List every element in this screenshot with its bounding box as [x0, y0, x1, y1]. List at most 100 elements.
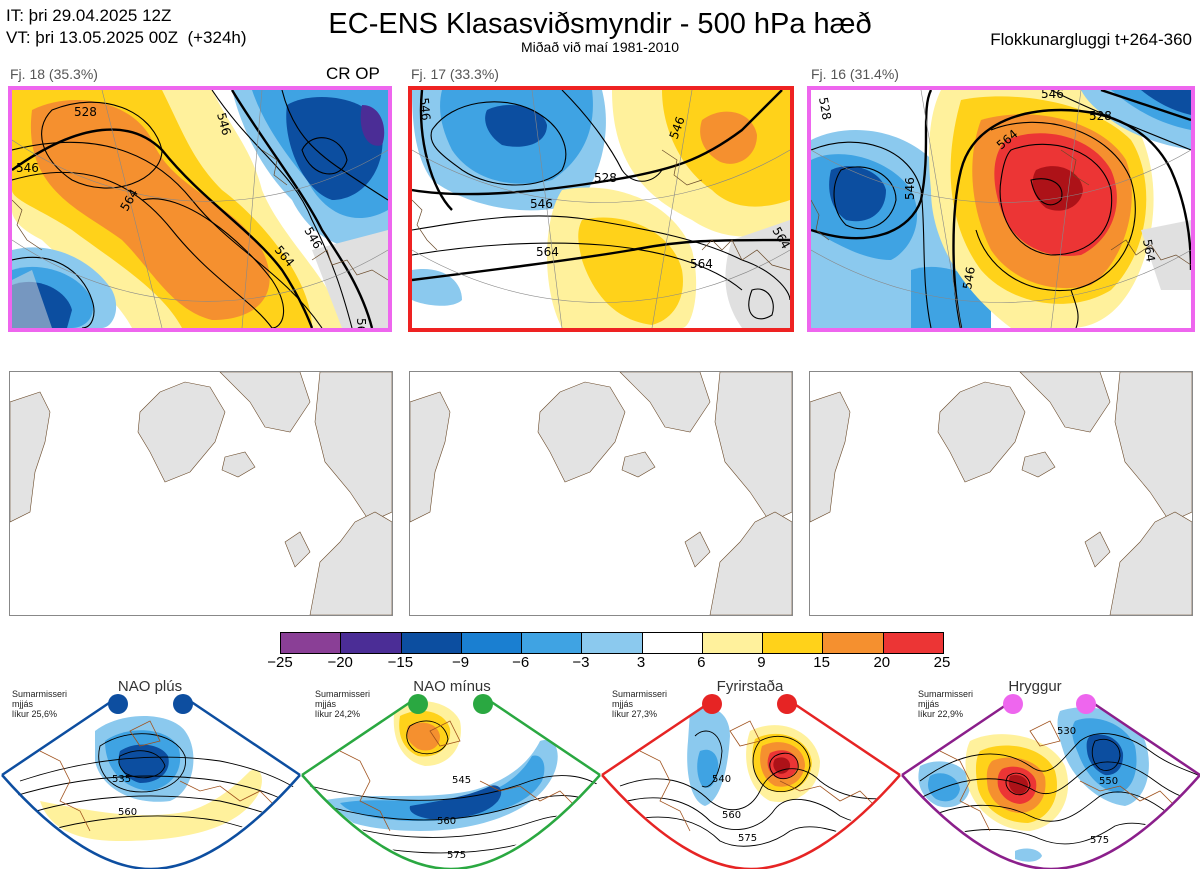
regime-contour-label: 530 [1057, 726, 1076, 737]
cluster-map-2: 546 528 546 564 564 564 546 [408, 86, 794, 332]
contour-label: 546 [903, 177, 917, 200]
colorbar-tick-label: −9 [451, 654, 470, 671]
colorbar-swatch [281, 633, 341, 653]
contour-label: 546 [530, 197, 553, 211]
cluster-map-3: 528 564 546 546 546 528 564 [807, 86, 1195, 332]
regime-note-line: líkur 22,9% [918, 709, 964, 719]
regime-note-ridge: Sumarmisseri mjjás líkur 22,9% [918, 689, 973, 719]
colorbar-tick-label: 25 [933, 654, 951, 671]
regime-contour-label: 540 [712, 774, 731, 785]
regime-note-line: líkur 27,3% [612, 709, 658, 719]
contour-label: 528 [1089, 109, 1112, 123]
regime-note-line: Sumarmisseri [315, 689, 371, 699]
regime-note-line: mjjás [612, 699, 634, 709]
regime-title-ridge: Hryggur [1008, 678, 1062, 695]
regime-dot-ridge [1076, 694, 1096, 714]
colorbar-tick-label: 9 [757, 654, 766, 671]
regime-note-line: Sumarmisseri [12, 689, 68, 699]
regime-map-ridge: 530 550 575 [901, 694, 1200, 869]
colorbar-swatch [400, 633, 461, 653]
chart-title: EC-ENS Klasasviðsmyndir - 500 hPa hæð [328, 8, 872, 40]
regime-note-line: mjjás [12, 699, 34, 709]
regime-contour-label: 545 [452, 775, 471, 786]
cluster-map-1-svg: 528 546 564 546 564 546 564 [12, 90, 388, 328]
regime-note-nao-minus: Sumarmisseri mjjás líkur 24,2% [315, 689, 370, 719]
contour-label: 546 [417, 97, 433, 121]
colorbar [280, 632, 944, 654]
regime-contour-label: 535 [112, 774, 131, 785]
regime-contour-label: 575 [447, 850, 466, 861]
contour-label: 528 [816, 96, 834, 121]
colorbar-labels: −25 −20 −15 −9 −6 −3 3 6 9 15 20 25 [0, 654, 1200, 674]
contour-label: 564 [536, 245, 559, 259]
contour-label: 546 [1041, 90, 1064, 101]
contour-label: 564 [354, 318, 368, 328]
empty-map-2 [409, 371, 793, 616]
colorbar-swatch [882, 633, 943, 653]
colorbar-tick-label: 20 [873, 654, 891, 671]
valid-time: VT: þri 13.05.2025 00Z (+324h) [6, 28, 247, 47]
regime-note-nao-plus: Sumarmisseri mjjás líkur 25,6% [12, 689, 67, 719]
classification-window: Flokkunargluggi t+264-360 [990, 30, 1192, 49]
panel-1-label: Fj. 18 (35.3%) [10, 66, 98, 82]
colorbar-swatch [822, 633, 883, 653]
empty-map-2-svg [410, 372, 792, 615]
cluster-map-3-svg: 528 564 546 546 546 528 564 [811, 90, 1191, 328]
regime-map-nao-plus: 535 560 [1, 694, 301, 869]
initial-time: IT: þri 29.04.2025 12Z [6, 6, 172, 25]
regime-note-line: mjjás [315, 699, 337, 709]
regime-map-blocking: 540 560 575 [601, 694, 901, 869]
regime-contour-label: 575 [1090, 835, 1109, 846]
cluster-map-2-svg: 546 528 546 564 564 564 546 [412, 90, 790, 328]
contour-label: 564 [690, 257, 713, 271]
regime-dot-blocking [702, 694, 722, 714]
regime-dot-nao-minus [473, 694, 493, 714]
regime-note-line: Sumarmisseri [918, 689, 974, 699]
regimes-row: NAO plús Sumarmisseri mjjás líkur 25,6% [0, 675, 1200, 871]
regime-dot-nao-plus [108, 694, 128, 714]
regime-contour-label: 560 [118, 807, 137, 818]
regime-note-line: Sumarmisseri [612, 689, 668, 699]
header-info: IT: þri 29.04.2025 12Z VT: þri 13.05.202… [6, 5, 247, 49]
regime-dot-nao-plus [173, 694, 193, 714]
cluster-map-1: 528 546 564 546 564 546 564 [8, 86, 392, 332]
colorbar-tick-label: −15 [387, 654, 414, 671]
colorbar-tick-label: 6 [697, 654, 706, 671]
colorbar-swatch [641, 633, 702, 653]
colorbar-swatch [460, 633, 522, 653]
contour-label: 546 [214, 111, 233, 137]
contour-label: 528 [74, 105, 97, 119]
regime-contour-label: 560 [722, 810, 741, 821]
colorbar-swatch [581, 633, 642, 653]
empty-map-1-svg [10, 372, 392, 615]
contour-label: 546 [960, 266, 978, 291]
empty-map-1 [9, 371, 393, 616]
regime-title-blocking: Fyrirstaða [716, 678, 784, 695]
colorbar-tick-label: −6 [512, 654, 530, 671]
panel-3-label: Fj. 16 (31.4%) [811, 66, 899, 82]
regime-note-line: líkur 24,2% [315, 709, 361, 719]
contour-label: 546 [16, 161, 39, 175]
panel-1-tag: CR OP [326, 64, 380, 83]
regime-dot-ridge [1003, 694, 1023, 714]
regime-contour-label: 575 [738, 833, 757, 844]
colorbar-tick-label: −3 [572, 654, 590, 671]
colorbar-tick-label: −25 [267, 654, 293, 671]
contour-label: 528 [594, 171, 617, 185]
colorbar-swatch [762, 633, 823, 653]
colorbar-tick-label: −20 [327, 654, 353, 671]
colorbar-swatch [521, 633, 582, 653]
empty-map-3-svg [810, 372, 1192, 615]
regime-contour-label: 560 [437, 816, 456, 827]
colorbar-swatch [340, 633, 401, 653]
chart-subtitle: Miðað við maí 1981-2010 [521, 39, 679, 55]
contour-label: 564 [1140, 238, 1158, 263]
regime-dot-blocking [777, 694, 797, 714]
colorbar-tick-label: 3 [636, 654, 646, 671]
regime-note-line: mjjás [918, 699, 940, 709]
regime-title-nao-plus: NAO plús [117, 678, 183, 695]
regime-note-line: líkur 25,6% [12, 709, 58, 719]
panel-2-label: Fj. 17 (33.3%) [411, 66, 499, 82]
regime-note-blocking: Sumarmisseri mjjás líkur 27,3% [612, 689, 667, 719]
regime-map-nao-minus: 545 560 575 [301, 694, 601, 869]
